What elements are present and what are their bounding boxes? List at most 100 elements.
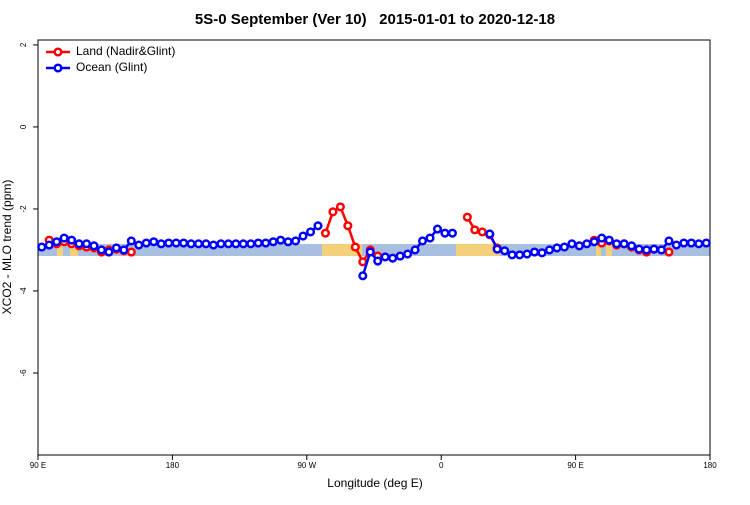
data-point xyxy=(134,240,144,250)
data-point xyxy=(485,229,495,239)
data-point xyxy=(612,239,622,249)
data-point xyxy=(350,242,360,252)
land-band xyxy=(70,244,78,256)
data-point xyxy=(597,233,607,243)
legend: Land (Nadir&Glint) Ocean (Glint) xyxy=(46,44,175,74)
legend-marker xyxy=(53,47,63,57)
data-point xyxy=(89,241,99,251)
data-point xyxy=(425,233,435,243)
data-point xyxy=(37,242,47,252)
data-point xyxy=(507,250,517,260)
data-point xyxy=(261,238,271,248)
data-point xyxy=(373,256,383,266)
data-point xyxy=(208,240,219,250)
data-point xyxy=(44,240,54,250)
data-point xyxy=(664,247,674,257)
data-point xyxy=(313,221,323,231)
x-axis-label: Longitude (deg E) xyxy=(327,476,422,490)
data-point xyxy=(253,238,263,248)
data-point xyxy=(358,257,368,267)
x-tick-label: 90 E xyxy=(567,461,583,470)
data-point xyxy=(179,238,189,248)
data-point xyxy=(365,247,375,257)
data-point xyxy=(164,238,174,248)
data-point xyxy=(171,238,181,248)
y-tick-label: -2 xyxy=(19,205,28,213)
data-point xyxy=(67,235,77,245)
y-tick-label: -4 xyxy=(19,287,28,295)
data-point xyxy=(216,239,226,249)
land-band xyxy=(456,244,500,256)
data-point xyxy=(701,238,711,248)
data-point xyxy=(59,233,69,243)
y-tick-label: -6 xyxy=(19,369,28,377)
data-point xyxy=(679,238,689,248)
data-point xyxy=(671,240,681,250)
y-tick-label: 0 xyxy=(19,124,28,129)
data-point xyxy=(119,245,129,255)
data-point xyxy=(358,271,368,281)
data-point xyxy=(537,248,547,258)
data-point xyxy=(627,241,637,251)
data-point xyxy=(500,246,510,256)
data-point xyxy=(582,239,592,249)
data-point xyxy=(403,249,413,259)
data-point xyxy=(223,239,233,249)
data-point xyxy=(686,238,696,248)
data-point xyxy=(380,252,390,262)
land-band xyxy=(606,244,612,256)
x-tick-label: 0 xyxy=(439,461,444,470)
data-point xyxy=(529,247,540,257)
x-tick-label: 90 W xyxy=(297,461,316,470)
data-point xyxy=(126,247,136,257)
data-point xyxy=(574,241,584,251)
data-point xyxy=(81,239,92,249)
x-tick-label: 180 xyxy=(703,461,717,470)
data-point xyxy=(96,245,107,255)
data-point xyxy=(111,243,121,253)
data-point xyxy=(395,251,405,261)
data-point xyxy=(328,207,338,217)
data-point xyxy=(552,243,562,253)
data-point xyxy=(320,228,331,238)
data-point xyxy=(492,244,502,254)
data-point xyxy=(410,245,420,255)
data-point xyxy=(544,245,555,255)
data-point xyxy=(104,247,114,257)
data-point xyxy=(649,244,659,254)
data-point xyxy=(664,236,674,246)
x-tick-label: 90 E xyxy=(30,461,46,470)
data-point xyxy=(231,239,241,249)
data-point xyxy=(283,237,293,247)
data-point xyxy=(567,239,577,249)
data-point xyxy=(335,202,345,212)
data-point xyxy=(268,237,278,247)
data-point xyxy=(52,237,62,247)
data-point xyxy=(619,239,629,249)
legend-marker xyxy=(53,63,63,73)
data-point xyxy=(388,253,398,263)
data-point xyxy=(641,245,652,255)
data-point xyxy=(477,227,487,237)
data-point xyxy=(694,239,704,249)
x-tick-label: 180 xyxy=(166,461,180,470)
data-point xyxy=(522,249,532,259)
y-axis-label: XCO2 - MLO trend (ppm) xyxy=(0,180,14,315)
data-point xyxy=(515,250,525,260)
data-point xyxy=(298,231,308,241)
data-point xyxy=(470,225,480,235)
land-band xyxy=(57,244,63,256)
land-band xyxy=(596,244,601,256)
data-point xyxy=(462,212,472,222)
chart-title: 5S-0 September (Ver 10) 2015-01-01 to 20… xyxy=(195,11,555,28)
y-tick-label: 2 xyxy=(19,42,28,47)
data-point xyxy=(74,239,84,249)
data-point xyxy=(589,237,599,247)
data-point xyxy=(141,238,151,248)
data-point xyxy=(186,239,196,249)
data-point xyxy=(440,228,450,238)
data-point xyxy=(156,239,166,249)
data-point xyxy=(276,235,286,245)
